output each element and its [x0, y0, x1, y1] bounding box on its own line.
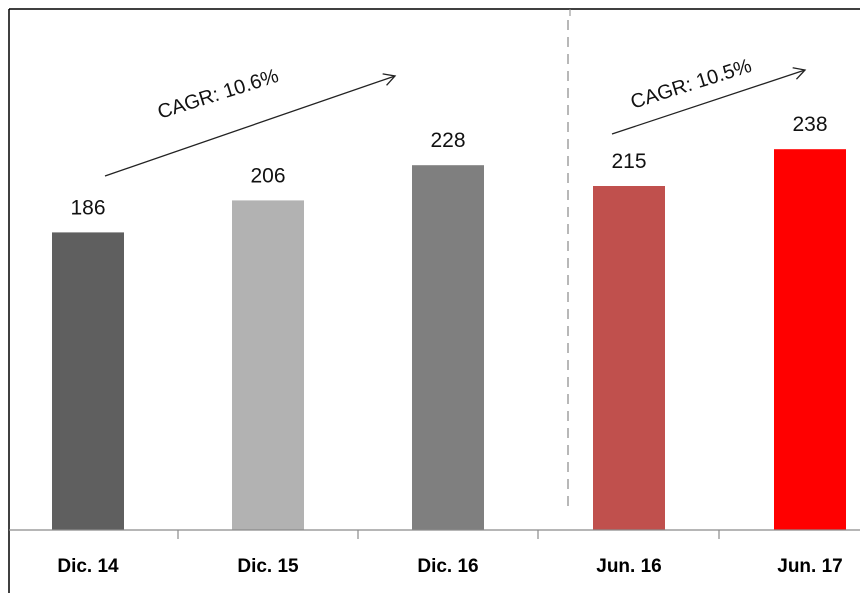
- category-label-dic-15: Dic. 15: [237, 556, 299, 577]
- category-label-dic-16: Dic. 16: [417, 556, 478, 577]
- cagr-arrow-right: [611, 67, 807, 135]
- bar-dic-15: [232, 200, 304, 530]
- cagr-arrow-left: [104, 73, 397, 177]
- value-label-dic-14: 186: [70, 196, 105, 219]
- cagr-label-right: CAGR: 10.5%: [628, 55, 755, 114]
- value-label-jun-17: 238: [792, 113, 827, 136]
- category-label-dic-14: Dic. 14: [57, 556, 119, 577]
- category-label-jun-16: Jun. 16: [596, 556, 661, 577]
- bar-dic-16: [412, 165, 484, 530]
- category-label-jun-17: Jun. 17: [777, 556, 842, 577]
- value-label-dic-16: 228: [430, 129, 465, 152]
- bar-jun-16: [593, 186, 665, 530]
- bar-dic-14: [52, 232, 124, 530]
- value-label-jun-16: 215: [611, 150, 646, 173]
- value-label-dic-15: 206: [250, 164, 285, 187]
- bar-jun-17: [774, 149, 846, 530]
- cagr-label-left: CAGR: 10.6%: [155, 65, 282, 124]
